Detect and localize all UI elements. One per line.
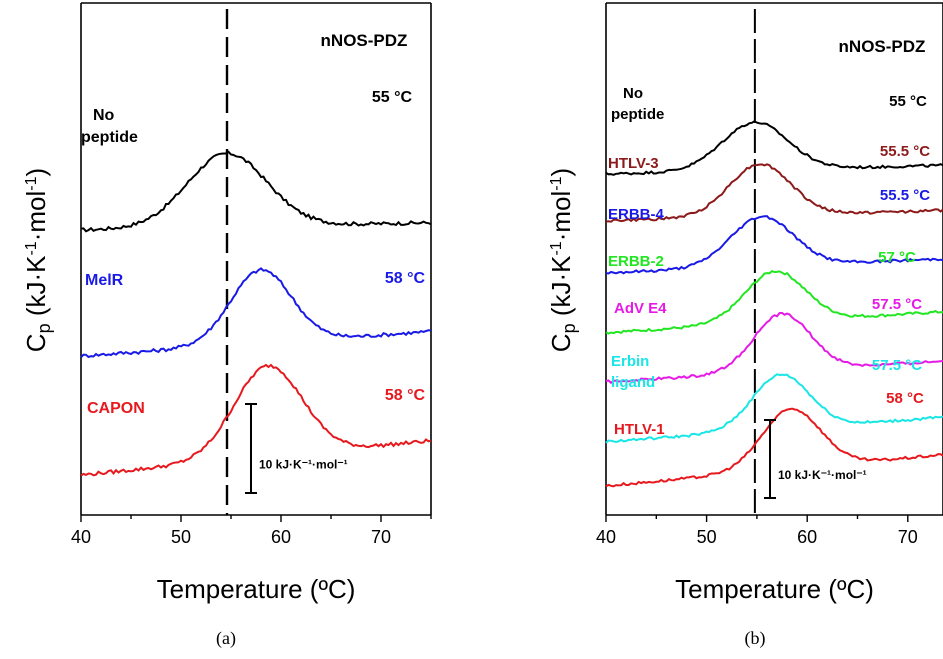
- trace-line: [80, 150, 432, 233]
- x-axis-label: Temperature (ºC): [157, 574, 356, 604]
- series-label-line: ligand: [611, 374, 655, 391]
- tm-label: 58 °C: [886, 390, 924, 407]
- panel-title: nNOS-PDZ: [839, 37, 926, 56]
- scale-bar-label: 10 kJ·K⁻¹·mol⁻¹: [259, 458, 348, 472]
- series-label: AdV E4: [614, 300, 667, 317]
- series-label-line: Erbin: [611, 353, 649, 370]
- trace-line: [80, 363, 432, 477]
- trace-line: [605, 373, 943, 444]
- y-axis-label-part: (kJ·K: [546, 255, 576, 324]
- y-axis-label-part: C: [546, 333, 576, 352]
- series-label-line: No: [93, 107, 115, 124]
- x-tick-label: 60: [797, 527, 817, 547]
- tm-label: 55.5 °C: [880, 143, 930, 160]
- x-tick-label: 40: [71, 527, 91, 547]
- y-axis-label-part: ·mol: [546, 191, 576, 242]
- series-label: HTLV-3: [608, 155, 659, 172]
- series-label: MelR: [85, 272, 124, 289]
- y-axis-label-part: ): [546, 168, 576, 177]
- x-tick-label: 40: [596, 527, 616, 547]
- x-tick-label: 50: [171, 527, 191, 547]
- y-axis-label-part: p: [559, 323, 579, 333]
- x-tick-label: 50: [697, 527, 717, 547]
- tm-label: 58 °C: [385, 387, 426, 404]
- y-axis-label-part: p: [34, 323, 54, 333]
- panel-title: nNOS-PDZ: [321, 31, 408, 50]
- trace-line: [605, 120, 943, 176]
- tm-label: 55.5 °C: [880, 187, 930, 204]
- y-axis-label-part: -1: [23, 241, 40, 255]
- y-axis-label: Cp (kJ·K-1·mol-1): [21, 168, 54, 352]
- series-label: ERBB-2: [608, 253, 664, 270]
- y-axis-label-part: -1: [548, 241, 565, 255]
- trace-line: [605, 215, 943, 275]
- y-axis-label-part: ·mol: [21, 191, 51, 242]
- tm-label: 55 °C: [372, 89, 413, 106]
- tm-label: 55 °C: [889, 93, 927, 110]
- tm-label: 57.5 °C: [872, 357, 922, 374]
- y-axis-label-part: C: [21, 333, 51, 352]
- series-label-line: peptide: [81, 129, 138, 146]
- trace-line: [80, 267, 432, 359]
- trace-line: [605, 311, 943, 385]
- series-label: HTLV-1: [614, 421, 665, 438]
- tm-label: 57 °C: [878, 249, 916, 266]
- trace-line: [605, 163, 943, 223]
- series-label-line: No: [623, 85, 643, 102]
- trace-line: [605, 269, 943, 335]
- x-tick-label: 70: [898, 527, 918, 547]
- series-label: No peptide: [611, 85, 664, 123]
- series-label-line: peptide: [611, 106, 664, 123]
- series-label: No peptide: [81, 107, 138, 146]
- y-axis-label-part: -1: [23, 176, 40, 190]
- scale-bar-label: 10 kJ·K⁻¹·mol⁻¹: [778, 468, 867, 482]
- y-axis-label: Cp (kJ·K-1·mol-1): [546, 168, 579, 352]
- tm-label: 57.5 °C: [872, 296, 922, 313]
- panel-label: (a): [216, 628, 236, 649]
- y-axis-label-part: ): [21, 168, 51, 177]
- x-tick-label: 60: [271, 527, 291, 547]
- y-axis-label-part: (kJ·K: [21, 255, 51, 324]
- x-tick-label: 70: [371, 527, 391, 547]
- panel-label: (b): [745, 628, 766, 649]
- tm-label: 58 °C: [385, 270, 426, 287]
- x-axis-label: Temperature (ºC): [675, 574, 874, 604]
- series-label: CAPON: [87, 400, 145, 417]
- y-axis-label-part: -1: [548, 176, 565, 190]
- series-label: Erbin ligand: [611, 353, 655, 391]
- series-label: ERBB-4: [608, 206, 664, 223]
